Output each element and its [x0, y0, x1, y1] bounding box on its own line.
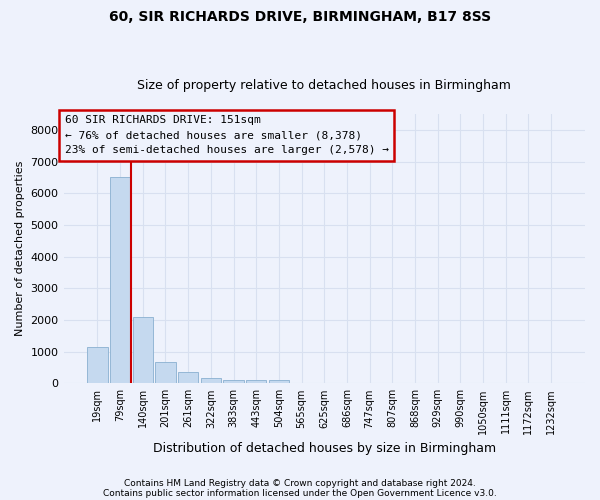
Bar	[269, 380, 289, 384]
Text: 60 SIR RICHARDS DRIVE: 151sqm
← 76% of detached houses are smaller (8,378)
23% o: 60 SIR RICHARDS DRIVE: 151sqm ← 76% of d…	[65, 116, 389, 155]
Y-axis label: Number of detached properties: Number of detached properties	[15, 161, 25, 336]
Bar	[110, 178, 130, 384]
X-axis label: Distribution of detached houses by size in Birmingham: Distribution of detached houses by size …	[153, 442, 496, 455]
Text: Contains HM Land Registry data © Crown copyright and database right 2024.: Contains HM Land Registry data © Crown c…	[124, 478, 476, 488]
Text: Contains public sector information licensed under the Open Government Licence v3: Contains public sector information licen…	[103, 488, 497, 498]
Text: 60, SIR RICHARDS DRIVE, BIRMINGHAM, B17 8SS: 60, SIR RICHARDS DRIVE, BIRMINGHAM, B17 …	[109, 10, 491, 24]
Bar	[200, 378, 221, 384]
Bar	[87, 347, 107, 384]
Bar	[133, 317, 153, 384]
Bar	[178, 372, 199, 384]
Title: Size of property relative to detached houses in Birmingham: Size of property relative to detached ho…	[137, 79, 511, 92]
Bar	[155, 362, 176, 384]
Bar	[223, 380, 244, 384]
Bar	[246, 380, 266, 384]
